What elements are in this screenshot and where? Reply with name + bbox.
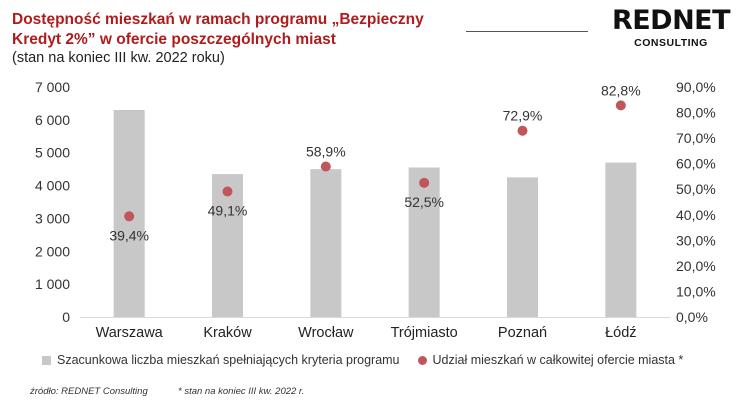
share-data-label: 72,9% xyxy=(503,108,543,124)
share-point xyxy=(517,125,528,136)
legend-item-dots: Udział mieszkań w całkowitej ofercie mia… xyxy=(417,353,684,367)
y-left-tick-label: 5 000 xyxy=(35,145,70,161)
chart-legend: Szacunkowa liczba mieszkań spełniających… xyxy=(42,353,701,367)
y-left-tick-label: 7 000 xyxy=(35,79,70,95)
chart-subtitle: (stan na koniec III kw. 2022 roku) xyxy=(12,50,225,66)
y-left-tick-label: 2 000 xyxy=(35,243,70,259)
bar-kraków xyxy=(212,174,243,317)
x-tick-label: Poznań xyxy=(498,325,547,341)
logo-subtitle: CONSULTING xyxy=(634,37,708,49)
share-data-label: 52,5% xyxy=(404,194,444,210)
share-point xyxy=(320,161,331,172)
chart-title: Dostępność mieszkań w ramach programu „B… xyxy=(12,11,424,48)
footnote: * stan na koniec III kw. 2022 r. xyxy=(178,386,305,397)
legend-item-bars: Szacunkowa liczba mieszkań spełniających… xyxy=(42,353,400,367)
share-data-label: 39,4% xyxy=(109,227,149,243)
logo-wordmark: REDNET xyxy=(611,5,731,36)
share-point xyxy=(222,186,233,197)
x-tick-label: Łódź xyxy=(605,325,636,341)
share-point xyxy=(124,211,135,222)
x-tick-label: Warszawa xyxy=(96,325,164,341)
bar-poznań xyxy=(507,177,538,317)
y-right-tick-label: 10,0% xyxy=(676,283,716,299)
legend-label-dots: Udział mieszkań w całkowitej ofercie mia… xyxy=(432,353,684,367)
share-point xyxy=(419,177,430,188)
y-left-tick-label: 3 000 xyxy=(35,210,70,226)
y-left-tick-label: 6 000 xyxy=(35,112,70,128)
y-left-tick-label: 1 000 xyxy=(35,276,70,292)
y-right-tick-label: 80,0% xyxy=(676,105,716,121)
y-left-tick-label: 0 xyxy=(62,309,70,325)
y-right-tick-label: 40,0% xyxy=(676,207,716,223)
rednet-logo: REDNET CONSULTING xyxy=(606,5,736,50)
y-left-tick-label: 4 000 xyxy=(35,178,70,194)
y-right-tick-label: 50,0% xyxy=(676,181,716,197)
bar-łódź xyxy=(605,162,637,317)
share-point xyxy=(615,100,626,111)
share-data-label: 82,8% xyxy=(601,82,641,98)
y-right-tick-label: 70,0% xyxy=(676,130,716,146)
share-data-label: 49,1% xyxy=(208,203,248,219)
y-right-tick-label: 30,0% xyxy=(676,232,716,248)
legend-dot-swatch xyxy=(417,355,427,365)
legend-label-bars: Szacunkowa liczba mieszkań spełniających… xyxy=(57,353,400,367)
source-note: źródło: REDNET Consulting xyxy=(30,386,148,397)
y-right-tick-label: 0,0% xyxy=(676,309,708,325)
legend-bar-swatch xyxy=(42,355,51,365)
header-divider xyxy=(466,31,588,32)
y-right-tick-label: 20,0% xyxy=(676,258,716,274)
y-right-tick-label: 90,0% xyxy=(676,79,716,95)
x-tick-label: Trójmiasto xyxy=(391,325,458,341)
x-tick-label: Kraków xyxy=(203,325,252,341)
y-right-tick-label: 60,0% xyxy=(676,156,716,172)
bar-wrocław xyxy=(310,169,342,317)
bar-trójmiasto xyxy=(408,167,440,317)
x-tick-label: Wrocław xyxy=(298,325,354,341)
share-data-label: 58,9% xyxy=(306,143,346,159)
